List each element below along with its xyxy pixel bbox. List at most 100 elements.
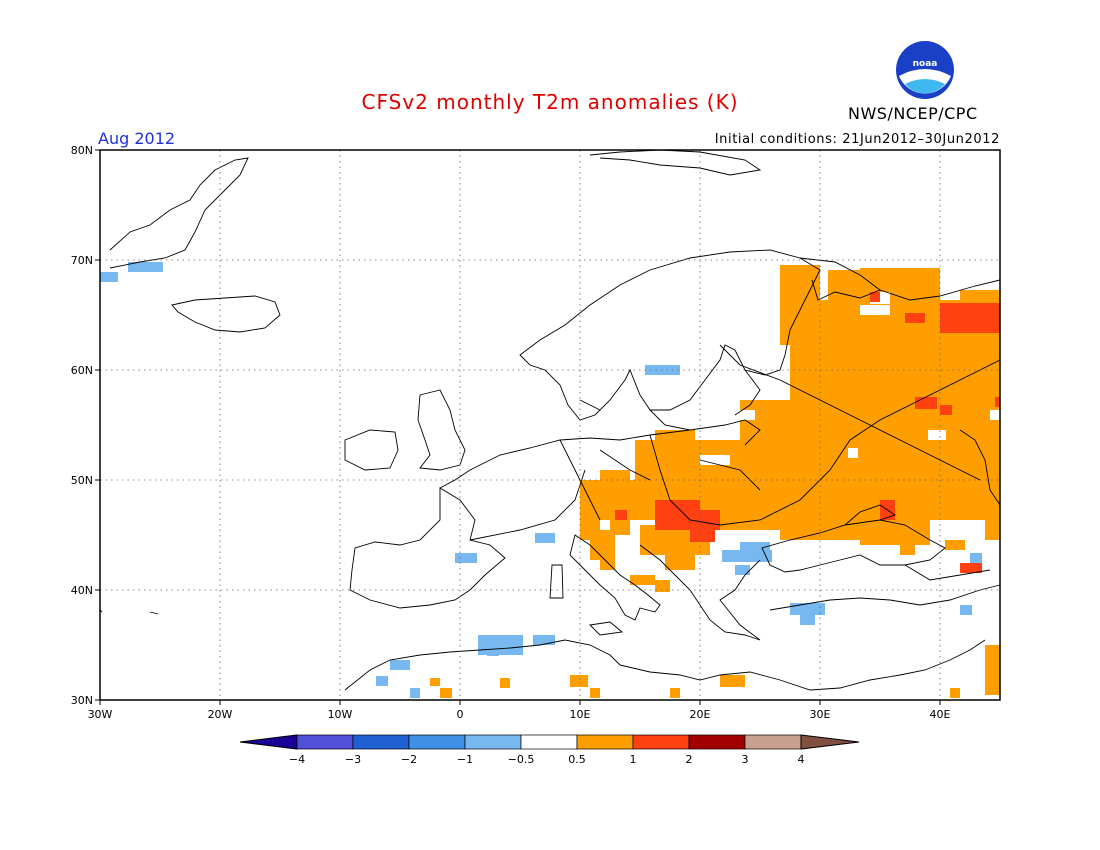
anomaly-cell-positive [700, 520, 760, 530]
anomaly-cell-negative [455, 553, 477, 563]
forecast-month-label: Aug 2012 [98, 129, 176, 148]
colorbar-box [688, 734, 746, 750]
anomaly-cell-negative [735, 565, 750, 575]
anomaly-cell-positive [720, 675, 745, 687]
colorbar-box [408, 734, 466, 750]
lon-tick-label: 40E [930, 708, 951, 721]
anomaly-cell-positive [590, 530, 615, 560]
anomaly-cell-neutral [735, 410, 755, 420]
coastline-path [619, 639, 986, 691]
anomaly-cell-positive [630, 575, 642, 585]
colorbar-label: 1 [630, 753, 637, 766]
colorbar-label: −4 [289, 753, 305, 766]
anomaly-cell-positive [900, 545, 915, 555]
anomaly-cell-positive [430, 678, 440, 686]
colorbar-label: −0.5 [508, 753, 535, 766]
lon-tick-label: 20W [208, 708, 233, 721]
coastline-path [844, 504, 897, 526]
chart-title: CFSv2 monthly T2m anomalies (K) [361, 90, 739, 114]
anomaly-cell-negative [390, 660, 410, 670]
colorbar-label: 0.5 [568, 753, 586, 766]
anomaly-cell-positive [985, 520, 1000, 540]
anomaly-cell-positive [655, 430, 695, 450]
logo-text: noaa [913, 59, 938, 69]
colorbar-label: 2 [686, 753, 693, 766]
lon-tick-label: 10W [328, 708, 353, 721]
coastline-path [344, 429, 399, 471]
coastline-path [417, 389, 466, 471]
anomaly-cell-positive [600, 470, 630, 490]
anomaly-cell-negative [533, 635, 555, 645]
colorbar-label: 3 [742, 753, 749, 766]
anomaly-cell-negative [722, 550, 772, 562]
anomaly-cell-positive [985, 645, 1000, 695]
anomaly-cell-negative [800, 615, 815, 625]
anomaly-cell-positive [800, 505, 830, 515]
anomaly-cell-positive [780, 265, 820, 345]
anomaly-cell-positive [640, 575, 655, 585]
colorbar-label: −3 [345, 753, 361, 766]
coastline-path [799, 257, 881, 301]
anomaly-cell-strong-positive [940, 405, 952, 415]
coastline-path [549, 564, 564, 599]
coastline-path [171, 295, 281, 333]
gridlines [100, 150, 1000, 700]
coastline-path [761, 519, 946, 573]
anomaly-cell-positive [570, 675, 588, 687]
coastline-path [349, 487, 506, 609]
colorbar-box [632, 734, 690, 750]
latitude-tick-labels: 80N 70N 60N 50N 40N 30N [71, 144, 100, 707]
anomaly-cell-positive [600, 560, 615, 570]
coastlines [99, 149, 1001, 691]
coastline-path [439, 469, 471, 489]
coastline-path [719, 344, 981, 481]
lon-tick-label: 0 [457, 708, 464, 721]
anomaly-cell-negative [960, 605, 972, 615]
lon-tick-label: 20E [690, 708, 711, 721]
anomaly-cell-positive [670, 688, 680, 698]
coastline-path [559, 359, 1001, 526]
anomaly-cell-positive [590, 688, 600, 698]
anomaly-cell-negative [970, 553, 982, 563]
lon-tick-label: 30W [88, 708, 113, 721]
longitude-tick-labels: 30W 20W 10W 0 10E 20E 30E 40E [88, 700, 951, 721]
anomaly-cell-negative [376, 676, 388, 686]
coastline-path [109, 157, 249, 269]
anomaly-cell-negative [535, 533, 555, 543]
anomaly-cells [100, 262, 1000, 698]
lat-tick-label: 30N [71, 694, 93, 707]
lat-tick-label: 80N [71, 144, 93, 157]
colorbar-boxes [239, 734, 860, 750]
colorbar-box [352, 734, 410, 750]
colorbar-box [296, 734, 354, 750]
colorbar-arrow-high [800, 734, 860, 750]
colorbar-box [520, 734, 578, 750]
coastline-path [639, 544, 761, 641]
coastline-path [579, 399, 761, 491]
coastline-path [879, 279, 1001, 301]
coastline-path [904, 564, 991, 581]
lat-tick-label: 50N [71, 474, 93, 487]
lon-tick-label: 10E [570, 708, 591, 721]
anomaly-cell-strong-positive [960, 563, 982, 573]
lon-tick-label: 30E [810, 708, 831, 721]
anomaly-cell-neutral [860, 305, 890, 315]
coastline-path [959, 429, 1001, 506]
anomaly-cell-positive [860, 530, 930, 545]
coastline-path [589, 621, 624, 636]
anomaly-cell-negative [487, 648, 499, 656]
coastline-path [769, 584, 1001, 611]
anomaly-cell-positive [500, 678, 510, 688]
colorbar-arrow-low [239, 734, 298, 750]
anomaly-cell-positive [960, 290, 1000, 300]
anomaly-cell-strong-positive [690, 530, 715, 542]
coastline-path [469, 419, 761, 471]
anomaly-cell-strong-positive [940, 303, 1000, 333]
anomaly-cell-strong-positive [615, 510, 627, 520]
coastline-path [649, 369, 761, 431]
anomaly-cell-positive [440, 688, 452, 698]
anomaly-cell-positive [665, 550, 695, 570]
colorbar-label: −1 [457, 753, 473, 766]
lat-tick-label: 60N [71, 364, 93, 377]
